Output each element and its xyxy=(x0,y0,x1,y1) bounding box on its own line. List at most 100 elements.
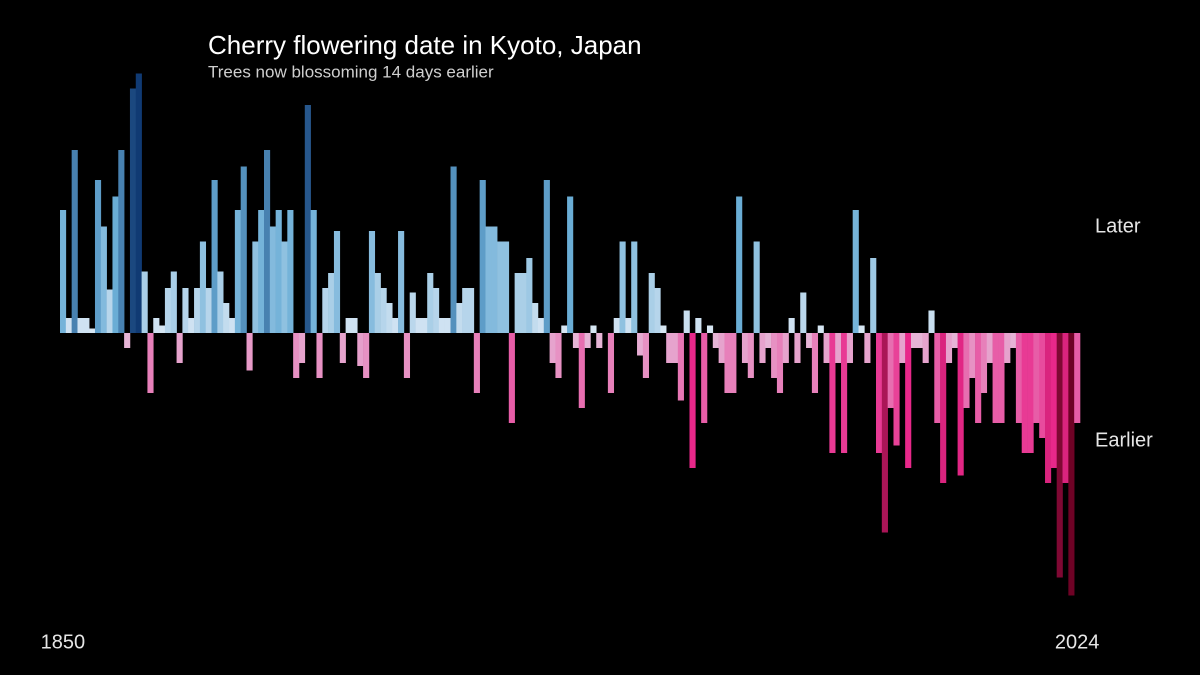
bar xyxy=(1068,333,1075,596)
bar xyxy=(910,333,918,348)
bar xyxy=(176,333,183,363)
bar xyxy=(625,318,632,333)
bar xyxy=(637,333,644,356)
bar xyxy=(328,273,335,333)
bar xyxy=(782,333,789,363)
bar xyxy=(561,325,568,333)
bar xyxy=(433,288,440,333)
bar xyxy=(217,271,224,333)
bar xyxy=(316,333,323,378)
bar xyxy=(963,333,970,408)
bar xyxy=(741,333,749,363)
bar xyxy=(928,310,935,333)
bar xyxy=(77,318,84,333)
bar xyxy=(771,333,778,378)
bar xyxy=(1056,333,1063,578)
bar xyxy=(800,292,807,333)
bar xyxy=(584,333,591,348)
chart-title: Cherry flowering date in Kyoto, Japan xyxy=(208,30,642,60)
bar xyxy=(975,333,982,423)
bar xyxy=(730,333,737,393)
bar xyxy=(806,333,813,348)
bar xyxy=(89,328,96,333)
bar xyxy=(269,226,276,333)
bar xyxy=(264,150,271,333)
bar xyxy=(870,258,877,333)
bar xyxy=(969,333,976,378)
bar xyxy=(736,196,743,333)
bar xyxy=(363,333,370,378)
bar xyxy=(1004,333,1011,363)
bar xyxy=(811,333,819,393)
bar xyxy=(398,231,405,333)
bar xyxy=(1021,333,1028,453)
bar xyxy=(462,288,469,333)
bar xyxy=(456,303,463,333)
bar xyxy=(199,241,207,333)
bar xyxy=(118,150,125,333)
bar xyxy=(905,333,912,468)
bar xyxy=(345,318,352,333)
bar xyxy=(415,318,422,333)
bar xyxy=(567,196,574,333)
bar xyxy=(112,196,119,333)
bar xyxy=(322,288,329,333)
bar xyxy=(223,303,230,333)
bar xyxy=(1039,333,1046,438)
bar xyxy=(252,241,259,333)
bar xyxy=(986,333,993,363)
bar xyxy=(619,241,626,333)
bar xyxy=(287,210,294,333)
bar xyxy=(945,333,953,363)
bar xyxy=(514,273,521,333)
bar xyxy=(951,333,958,348)
bar xyxy=(998,333,1005,423)
bar xyxy=(141,271,148,333)
bar xyxy=(182,288,189,333)
bar xyxy=(922,333,929,363)
bar xyxy=(205,288,212,333)
bar xyxy=(427,273,434,333)
bar xyxy=(450,166,457,333)
bar xyxy=(409,292,416,333)
bar xyxy=(194,288,201,333)
bar xyxy=(357,333,364,366)
bar xyxy=(1015,333,1023,423)
bar xyxy=(689,333,696,468)
bar xyxy=(392,318,399,333)
bar xyxy=(980,333,988,393)
bar xyxy=(893,333,900,446)
bar xyxy=(543,180,550,333)
bar xyxy=(275,210,282,333)
bar xyxy=(380,288,387,333)
bar xyxy=(479,180,486,333)
bar xyxy=(672,333,679,363)
bar xyxy=(65,318,72,333)
bar xyxy=(887,333,894,408)
bar xyxy=(701,333,708,423)
bar xyxy=(876,333,883,453)
bar xyxy=(164,288,172,333)
bar xyxy=(864,333,871,363)
bar xyxy=(607,333,615,393)
bar xyxy=(485,226,492,333)
bar xyxy=(648,273,655,333)
bar xyxy=(444,318,451,333)
bar xyxy=(654,288,661,333)
bar xyxy=(916,333,923,348)
bar xyxy=(706,325,714,333)
bar xyxy=(1010,333,1017,348)
bar xyxy=(841,333,848,453)
chart-subtitle: Trees now blossoming 14 days earlier xyxy=(208,62,494,81)
bar xyxy=(788,318,795,333)
bar xyxy=(421,318,428,333)
bar xyxy=(596,333,603,348)
bar xyxy=(240,166,247,333)
bar xyxy=(957,333,964,476)
bar xyxy=(631,241,638,333)
bar xyxy=(374,273,381,333)
bar xyxy=(940,333,947,483)
bar xyxy=(497,241,504,333)
bar xyxy=(590,325,597,333)
bar xyxy=(881,333,888,533)
